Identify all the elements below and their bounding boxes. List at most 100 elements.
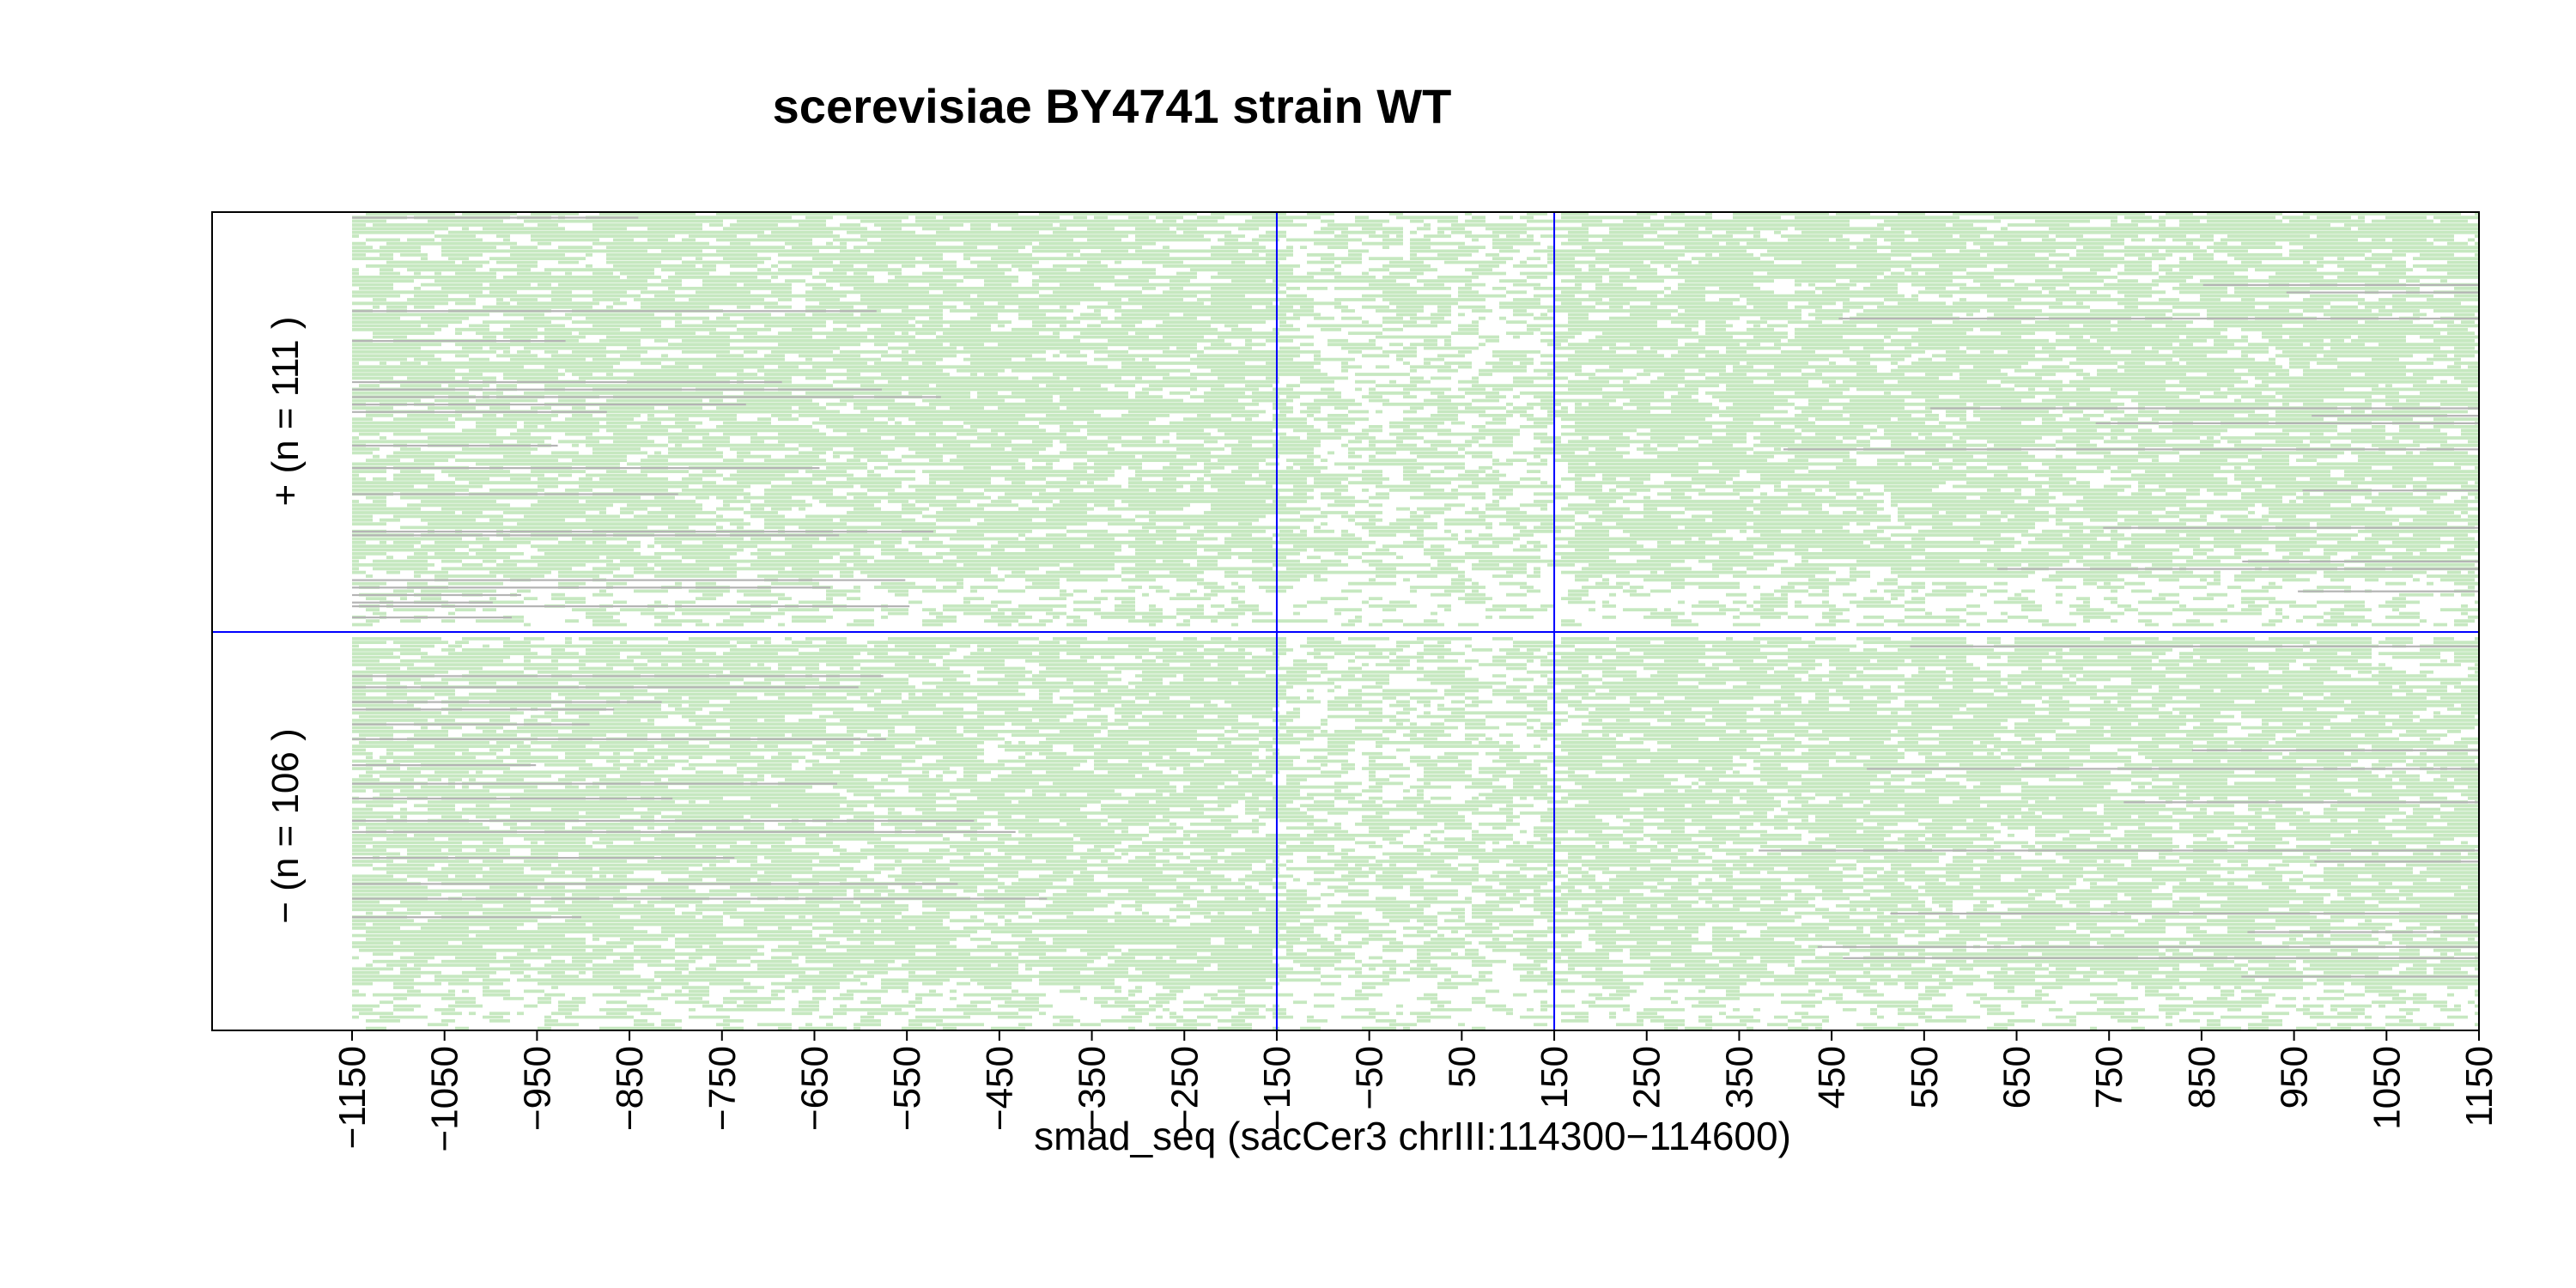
heatmap-gap-segment [352,897,1048,900]
x-tick-label: 1150 [2458,1046,2500,1127]
heatmap-gap-segment [2095,422,2479,424]
x-tick-label-group: −150 [1256,1046,1298,1131]
x-tick-label-group: −1050 [424,1046,466,1152]
x-tick-label: −250 [1163,1046,1206,1131]
heatmap-gap-segment [352,738,886,740]
x-tick-label-group: −1150 [331,1046,374,1149]
x-tick-label: −750 [702,1046,744,1131]
chart-title: scerevisiae BY4741 strain WT [773,79,1452,133]
x-tick-label: 350 [1718,1046,1760,1109]
heatmap-gap-segment [352,531,933,533]
heatmap-gap-segment [352,797,673,800]
heatmap-gap-segment [352,586,831,589]
x-tick-label-group: −650 [794,1046,836,1131]
heatmap-gap-segment [2298,590,2479,592]
heatmap-gap-segment [352,883,958,885]
x-tick-label: −150 [1256,1046,1298,1131]
x-tick-label-group: 1150 [2458,1046,2500,1127]
x-tick-label: 150 [1534,1046,1576,1109]
heatmap-gap-segment [352,593,521,597]
heatmap-gap-segment [1930,407,2479,410]
heatmap-gap-segment [2247,931,2479,933]
heatmap-gap-segment [352,701,662,703]
heatmap-gap-segment [352,493,678,495]
heatmap-group-plus-fill [352,212,2479,627]
x-tick-label-group: −850 [609,1046,651,1131]
x-tick-label-group: 950 [2274,1046,2316,1109]
x-tick-label-group: 1050 [2366,1046,2408,1130]
heatmap-gap-segment [352,819,975,822]
heatmap-gap-segment [352,723,590,726]
heatmap-gap-segment [352,605,910,608]
heatmap-gap-segment [2242,560,2479,562]
heatmap-gap-segment [352,857,735,860]
x-axis-ticks: −1150 −1050 −950 −850 −750 −650 −550 −450 −350 −2… [331,1030,2500,1152]
heatmap-gap-segment [352,675,884,677]
heatmap-gap-segment [1890,912,2479,914]
x-tick-label-group: 250 [1626,1046,1668,1109]
heatmap-gap-segment [1910,645,2479,647]
heatmap-gap-segment [352,216,639,219]
heatmap-gap-segment [2312,415,2479,417]
heatmap-cells [352,212,2479,1030]
heatmap-gap-segment [352,617,512,619]
heatmap-gap-segment [1759,849,2479,852]
x-tick-label-group: 50 [1441,1046,1483,1088]
heatmap-gap-segment [352,410,607,413]
heatmap-gap-segment [2103,526,2479,529]
x-tick-label: −1050 [424,1046,466,1152]
x-tick-label-group: −250 [1163,1046,1206,1131]
heatmap-gap-segment [1997,568,2479,570]
heatmap-gap-segment [1838,317,2479,320]
reference-lines [212,212,2479,1030]
x-tick-label-group: −350 [1072,1046,1114,1131]
x-tick-label-group: −50 [1349,1046,1391,1110]
heatmap-gap-segment [352,830,1016,833]
heatmap-gap-segment [1783,448,2479,451]
heatmap-gap-segment [352,388,882,391]
heatmap-gap-segment [352,404,746,406]
heatmap-gap-segment [2123,801,2479,804]
x-tick-label-group: 750 [2088,1046,2130,1109]
heatmap-gap-segment [2314,860,2479,863]
heatmap-gap-segment [2302,489,2479,492]
heatmap-gap-segment [352,444,558,447]
heatmap-gap-segment [1867,768,2479,770]
heatmap-gap-segment [352,782,837,785]
heatmap-gap-segment [352,467,820,470]
x-tick-label: −650 [794,1046,836,1131]
x-tick-label: 450 [1811,1046,1853,1109]
heatmap-gap-segment [352,396,941,398]
x-tick-label-group: 550 [1904,1046,1946,1109]
heatmap-group-minus-fill [352,637,2479,1030]
x-tick-label: −450 [979,1046,1021,1131]
x-tick-label-group: 650 [1996,1046,2038,1109]
x-axis-label: smad_seq (sacCer3 chrIII:114300−114600) [1034,1114,1791,1158]
heatmap-gap-segment [2241,975,2479,978]
x-tick-label: 50 [1441,1046,1483,1088]
heatmap-gap-segment [352,708,615,711]
x-tick-label: −550 [886,1046,928,1131]
x-tick-label: 1050 [2366,1046,2408,1130]
x-tick-label-group: 350 [1718,1046,1760,1109]
heatmap-gap-segment [2286,291,2479,294]
x-tick-label-group: 850 [2181,1046,2223,1109]
group-label-minus-text: − (n = 106 ) [264,728,307,923]
x-tick-label: −1150 [331,1046,374,1149]
x-tick-label: 950 [2274,1046,2316,1109]
x-tick-label-group: −750 [702,1046,744,1131]
group-label-plus-text: + (n = 111 ) [264,317,307,507]
heatmap-gap-segment [1843,957,2479,959]
plot-frame [211,211,2480,1031]
x-tick-label-group: −950 [516,1046,558,1131]
heatmap-gap-segment [352,764,537,767]
heatmap-gap-segment [352,380,782,384]
x-tick-label: −350 [1072,1046,1114,1131]
heatmap-gap-segment [352,340,566,343]
x-tick-label: −950 [516,1046,558,1131]
x-tick-label-group: −550 [886,1046,928,1131]
x-tick-label-group: 450 [1811,1046,1853,1109]
heatmap-gap-segment [352,534,840,537]
x-tick-label: 750 [2088,1046,2130,1109]
